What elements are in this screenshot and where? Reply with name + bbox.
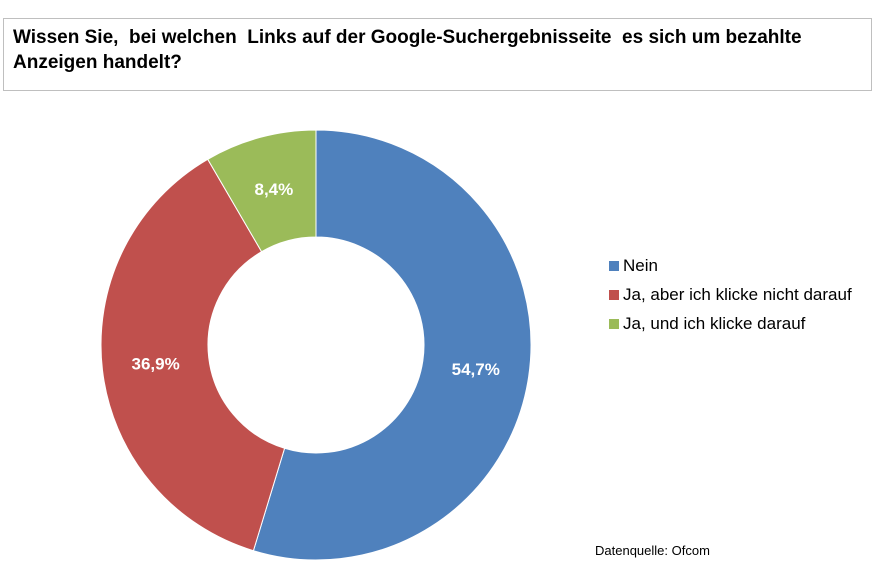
legend: Nein Ja, aber ich klicke nicht darauf Ja…	[609, 251, 852, 338]
donut-slice	[252, 129, 532, 561]
legend-swatch	[609, 289, 619, 300]
legend-swatch	[609, 260, 619, 271]
legend-item: Ja, aber ich klicke nicht darauf	[609, 280, 852, 309]
chart-title-box: Wissen Sie, bei welchen Links auf der Go…	[3, 18, 872, 91]
donut-slice	[100, 158, 286, 552]
legend-swatch	[609, 318, 619, 329]
legend-label: Ja, aber ich klicke nicht darauf	[623, 284, 852, 304]
legend-item: Ja, und ich klicke darauf	[609, 309, 852, 338]
data-label: 54,7%	[452, 360, 500, 379]
legend-label: Nein	[623, 255, 658, 275]
data-label: 36,9%	[131, 355, 179, 374]
donut-slice	[207, 129, 317, 253]
legend-label: Ja, und ich klicke darauf	[623, 313, 806, 333]
data-source: Datenquelle: Ofcom	[595, 543, 710, 558]
data-label: 8,4%	[254, 180, 293, 199]
chart-title: Wissen Sie, bei welchen Links auf der Go…	[13, 27, 807, 73]
legend-item: Nein	[609, 251, 852, 280]
